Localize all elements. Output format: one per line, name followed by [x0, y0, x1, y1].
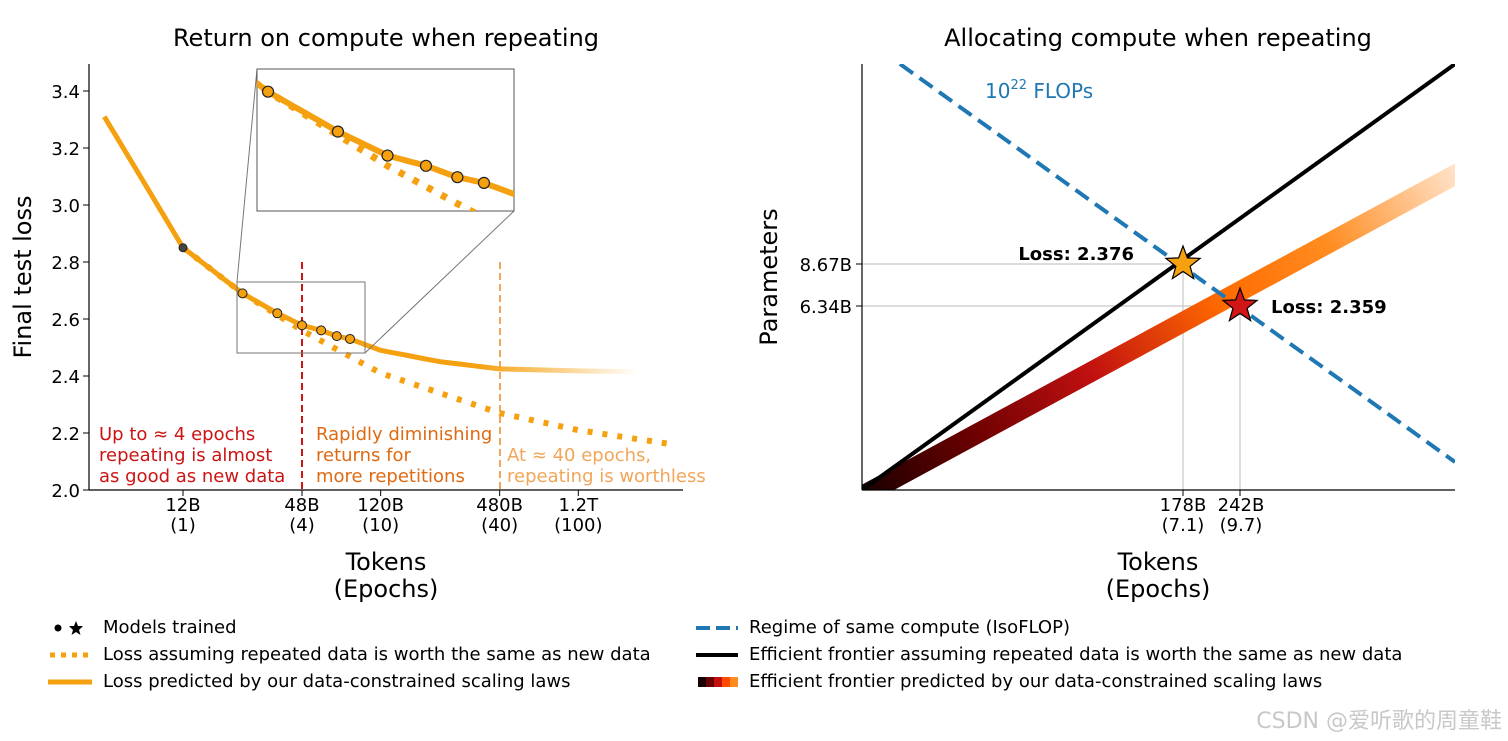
model-trained-point	[345, 333, 356, 344]
left-xtick-epochs: (1)	[170, 515, 196, 536]
gradient-icon	[698, 677, 738, 687]
right-xtick-token: 178B	[1160, 495, 1207, 516]
inset-series-predicted-loss	[257, 79, 514, 198]
left-xtick-token: 480B	[476, 495, 523, 516]
frontier-assumed	[862, 64, 1455, 490]
left-y-axis-label: Final test loss	[9, 195, 37, 358]
legend-left: Models trained Loss assuming repeated da…	[48, 616, 688, 700]
solid-black-icon	[696, 653, 738, 657]
annotation-40-epochs: At ≈ 40 epochs, repeating is worthless	[507, 445, 706, 487]
annotation-line: Rapidly diminishing	[316, 424, 492, 445]
left-ytick-label: 2.0	[51, 481, 80, 502]
left-ytick-label: 3.2	[51, 139, 80, 160]
series-assumed-loss	[181, 245, 674, 448]
annotation-line: as good as new data	[99, 466, 285, 487]
annotation-diminishing: Rapidly diminishing returns for more rep…	[316, 424, 492, 487]
left-xtick-epochs: (4)	[289, 515, 315, 536]
legend-label: Efficient frontier assuming repeated dat…	[749, 644, 1403, 665]
inset-model-point	[419, 159, 433, 172]
isoflop-base: 10	[985, 79, 1010, 103]
left-xtick-epochs: (40)	[481, 515, 518, 536]
annotation-line: At ≈ 40 epochs,	[507, 445, 651, 466]
dashed-blue-icon	[696, 626, 738, 630]
isoflop-exponent: 22	[1010, 78, 1027, 93]
zoom-connector	[236, 68, 258, 283]
isoflop-label: 1022 FLOPs	[985, 78, 1093, 103]
left-xtick-token: 120B	[357, 495, 404, 516]
dot-star-icon	[54, 621, 83, 635]
model-trained-point	[331, 331, 342, 342]
legend-right: Regime of same compute (IsoFLOP) Efficie…	[694, 616, 1474, 700]
annotation-4-epochs: Up to ≈ 4 epochs repeating is almost as …	[99, 424, 285, 487]
right-x-axis-label-epochs: (Epochs)	[1106, 575, 1211, 603]
model-trained-point	[316, 325, 327, 336]
star-orange	[1164, 244, 1202, 281]
right-xtick-epochs: (9.7)	[1220, 515, 1263, 536]
right-chart-title: Allocating compute when repeating	[944, 24, 1372, 52]
dotted-orange-icon	[50, 652, 92, 658]
right-xtick-epochs: (7.1)	[1162, 515, 1205, 536]
left-xtick-epochs: (10)	[362, 515, 399, 536]
left-ytick-label: 2.8	[51, 253, 80, 274]
right-ytick-label: 8.67B	[800, 255, 852, 276]
right-x-axis-label-tokens: Tokens	[1117, 548, 1199, 576]
model-trained-point	[237, 288, 248, 299]
legend-label: Models trained	[103, 617, 237, 638]
star-orange-label: Loss: 2.376	[1018, 244, 1134, 265]
left-x-axis-label-epochs: (Epochs)	[334, 575, 439, 603]
left-x-axis-label-tokens: Tokens	[345, 548, 427, 576]
solid-orange-icon	[48, 679, 92, 685]
frontier-predicted	[862, 163, 1455, 490]
legend-label: Efficient frontier predicted by our data…	[749, 671, 1323, 692]
zoom-connector	[364, 210, 515, 354]
series-predicted-loss	[102, 115, 638, 375]
right-ytick-label: 6.34B	[800, 297, 852, 318]
annotation-line: repeating is worthless	[507, 466, 706, 487]
model-trained-point	[178, 243, 188, 253]
left-ytick-label: 3.0	[51, 196, 80, 217]
left-xtick-token: 1.2T	[558, 495, 599, 516]
isoflop-unit: FLOPs	[1027, 79, 1093, 103]
star-red	[1221, 286, 1259, 323]
left-ytick-label: 2.4	[51, 367, 80, 388]
zoom-region	[236, 281, 366, 354]
left-chart-title: Return on compute when repeating	[173, 24, 599, 52]
inset-axes	[256, 68, 515, 212]
model-trained-point	[297, 320, 307, 331]
annotation-line: more repetitions	[316, 466, 465, 487]
watermark: CSDN @爱听歌的周童鞋	[1256, 709, 1502, 734]
right-y-axis-label: Parameters	[755, 208, 783, 345]
left-ytick-label: 2.2	[51, 424, 80, 445]
inset-model-point	[381, 149, 394, 162]
left-ytick-label: 2.6	[51, 310, 80, 331]
annotation-line: returns for	[316, 445, 411, 466]
legend-label: Loss assuming repeated data is worth the…	[103, 644, 651, 665]
annotation-line: repeating is almost	[99, 445, 272, 466]
inset-model-point	[451, 171, 464, 184]
star-red-label: Loss: 2.359	[1271, 297, 1387, 318]
right-xtick-token: 242B	[1218, 495, 1265, 516]
annotation-line: Up to ≈ 4 epochs	[99, 424, 255, 445]
left-xtick-token: 12B	[165, 495, 200, 516]
legend-label: Loss predicted by our data-constrained s…	[103, 671, 571, 692]
inset-model-point	[331, 125, 345, 138]
inset-model-point	[261, 85, 275, 98]
left-xtick-token: 48B	[284, 495, 319, 516]
left-xtick-epochs: (100)	[554, 515, 602, 536]
left-ytick-label: 3.4	[51, 82, 80, 103]
legend-label: Regime of same compute (IsoFLOP)	[749, 617, 1070, 638]
model-trained-point	[272, 308, 283, 319]
inset-model-point	[477, 176, 491, 189]
